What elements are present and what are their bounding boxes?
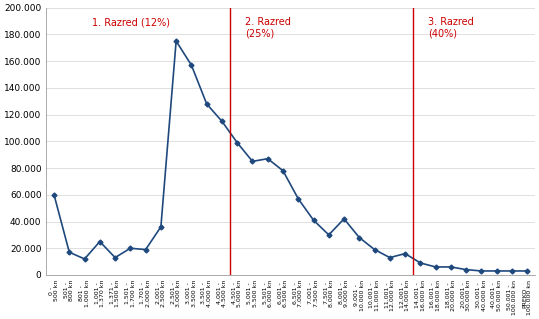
Text: 2. Razred
(25%): 2. Razred (25%) (245, 17, 291, 39)
Text: 3. Razred
(40%): 3. Razred (40%) (428, 17, 474, 39)
Text: 1. Razred (12%): 1. Razred (12%) (92, 17, 170, 27)
